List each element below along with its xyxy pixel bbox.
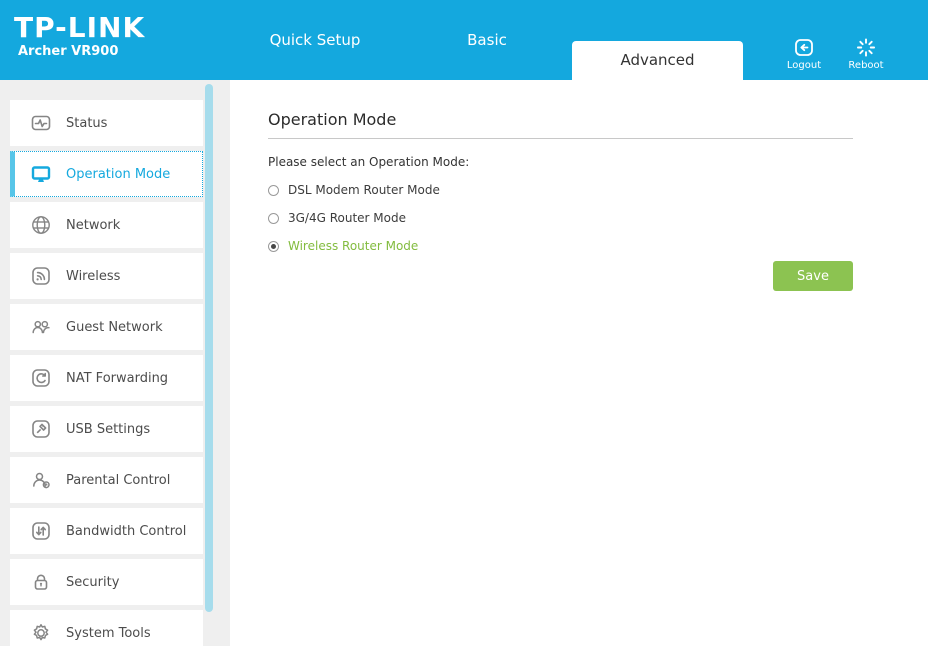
nat-forwarding-icon	[30, 367, 52, 389]
bandwidth-control-icon	[30, 520, 52, 542]
tab-quick-setup[interactable]: Quick Setup	[269, 31, 361, 49]
main-content: Operation Mode Please select an Operatio…	[230, 80, 928, 646]
sidebar-item-label: Parental Control	[66, 472, 171, 488]
sidebar-menu: Status Operation Mode Network	[10, 100, 203, 661]
logout-icon	[776, 38, 832, 57]
parental-control-icon	[30, 469, 52, 491]
device-model: Archer VR900	[18, 44, 119, 59]
system-tools-gear-icon	[30, 622, 52, 644]
sidebar-item-parental-control[interactable]: Parental Control	[10, 457, 203, 503]
sidebar-item-operation-mode[interactable]: Operation Mode	[10, 151, 203, 197]
security-lock-icon	[30, 571, 52, 593]
save-button[interactable]: Save	[773, 261, 853, 291]
sidebar-item-label: Guest Network	[66, 319, 163, 335]
sidebar-item-label: Bandwidth Control	[66, 523, 187, 539]
sidebar-item-system-tools[interactable]: System Tools	[10, 610, 203, 656]
header: TP-LINK Archer VR900 Quick Setup Basic A…	[0, 0, 928, 80]
brand-logo: TP-LINK Archer VR900	[14, 11, 146, 60]
sidebar-item-label: System Tools	[66, 625, 151, 641]
radio-option-label: DSL Modem Router Mode	[288, 183, 440, 197]
radio-option-wireless-router[interactable]: Wireless Router Mode	[268, 239, 853, 253]
logout-button[interactable]: Logout	[776, 38, 832, 71]
sidebar-item-label: Network	[66, 217, 121, 233]
usb-settings-icon	[30, 418, 52, 440]
reboot-label: Reboot	[848, 60, 884, 71]
sidebar-item-status[interactable]: Status	[10, 100, 203, 146]
sidebar-item-wireless[interactable]: Wireless	[10, 253, 203, 299]
reboot-icon	[838, 38, 894, 57]
status-icon	[30, 112, 52, 134]
radio-option-label: 3G/4G Router Mode	[288, 211, 407, 225]
radio-option-dsl-modem-router[interactable]: DSL Modem Router Mode	[268, 183, 853, 197]
sidebar-item-label: Security	[66, 574, 120, 590]
operation-mode-prompt: Please select an Operation Mode:	[268, 155, 470, 169]
logout-label: Logout	[786, 60, 822, 71]
sidebar-item-security[interactable]: Security	[10, 559, 203, 605]
sidebar-item-label: Wireless	[66, 268, 121, 284]
radio-option-3g4g-router[interactable]: 3G/4G Router Mode	[268, 211, 853, 225]
sidebar-item-network[interactable]: Network	[10, 202, 203, 248]
sidebar-item-bandwidth-control[interactable]: Bandwidth Control	[10, 508, 203, 554]
radio-button[interactable]	[268, 240, 279, 252]
radio-button[interactable]	[268, 212, 279, 224]
tab-basic[interactable]: Basic	[467, 31, 507, 49]
radio-button[interactable]	[268, 184, 279, 196]
sidebar-item-nat-forwarding[interactable]: NAT Forwarding	[10, 355, 203, 401]
brand-name: TP-LINK	[14, 11, 146, 44]
sidebar-scrollbar[interactable]	[205, 84, 213, 612]
sidebar-item-usb-settings[interactable]: USB Settings	[10, 406, 203, 452]
tab-advanced[interactable]: Advanced	[572, 41, 743, 80]
sidebar-item-label: Status	[66, 115, 108, 131]
sidebar: Status Operation Mode Network	[0, 80, 230, 656]
sidebar-item-guest-network[interactable]: Guest Network	[10, 304, 203, 350]
guest-network-icon	[30, 316, 52, 338]
operation-mode-icon	[30, 163, 52, 185]
network-globe-icon	[30, 214, 52, 236]
sidebar-item-label: USB Settings	[66, 421, 151, 437]
radio-option-label: Wireless Router Mode	[288, 239, 419, 253]
title-divider	[268, 138, 853, 139]
sidebar-item-label: Operation Mode	[66, 166, 171, 182]
sidebar-item-label: NAT Forwarding	[66, 370, 169, 386]
page-title: Operation Mode	[268, 110, 397, 129]
wireless-icon	[30, 265, 52, 287]
reboot-button[interactable]: Reboot	[838, 38, 894, 71]
